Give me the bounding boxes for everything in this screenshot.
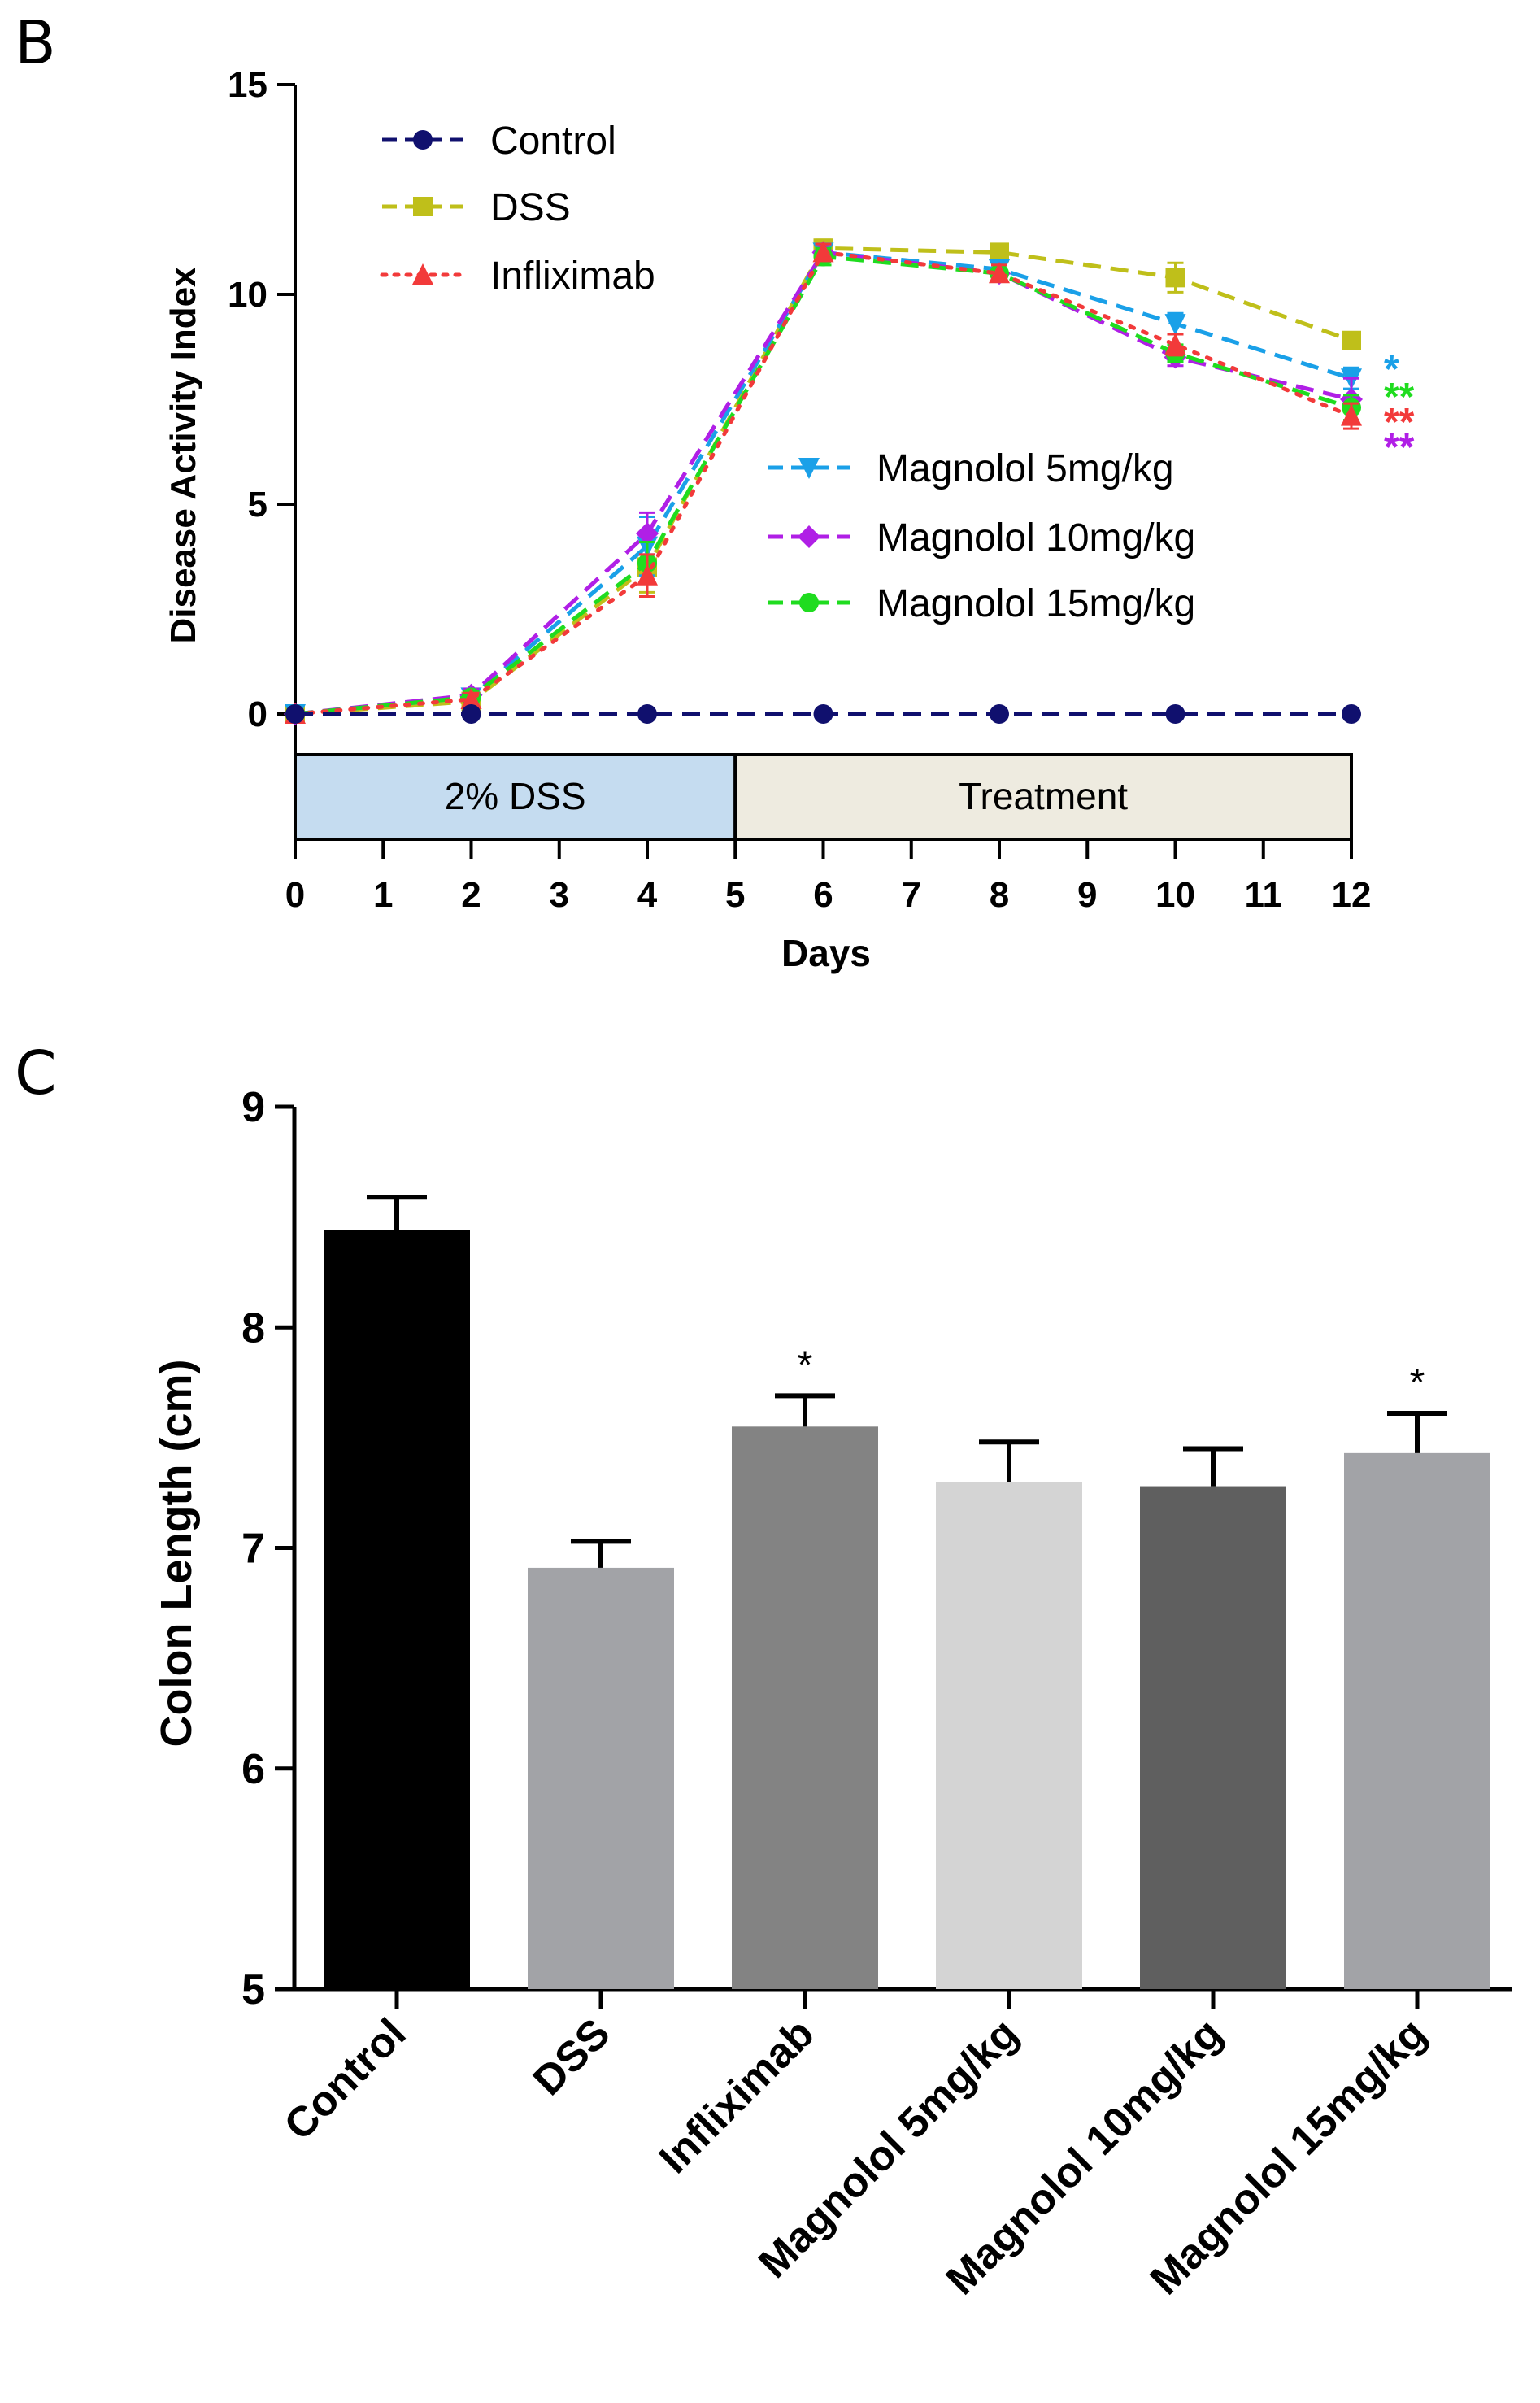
legend-label: Infliximab (490, 255, 655, 298)
series-line (294, 254, 1352, 716)
x-tick-label-b: 5 (725, 875, 745, 915)
data-point (637, 564, 658, 586)
y-tick-label-c: 8 (241, 1304, 265, 1352)
data-point (636, 522, 659, 546)
y-tick-label-b: 0 (248, 694, 268, 734)
legend-marker (413, 130, 433, 150)
legend-marker (798, 525, 820, 548)
legend-marker (413, 197, 433, 216)
phase-label: 2% DSS (445, 775, 586, 817)
legend-marker (798, 458, 820, 479)
series-dss (285, 238, 1361, 724)
series-line (293, 250, 1354, 716)
phase-box (294, 753, 737, 841)
data-point (989, 262, 1010, 284)
y-axis-title-b: Disease Activity Index (163, 267, 203, 644)
x-tick-label-b: 6 (813, 875, 833, 915)
bar (324, 1230, 470, 1989)
legend-label: Control (490, 120, 616, 163)
x-tick-label-b: 8 (990, 875, 1009, 915)
y-tick-label-c: 9 (241, 1084, 265, 1131)
series-line (294, 246, 1352, 716)
data-point (1341, 404, 1362, 426)
x-tick-label-b: 2 (461, 875, 481, 915)
bar (528, 1567, 674, 1989)
significance-mark: * (1410, 1361, 1425, 1404)
bar (732, 1426, 878, 1989)
data-point (285, 704, 305, 724)
y-tick-label-b: 15 (228, 65, 268, 105)
x-tick-label-b: 1 (373, 875, 393, 915)
bar (936, 1482, 1082, 1989)
x-tick-label-b: 3 (550, 875, 569, 915)
phase-label: Treatment (959, 775, 1128, 817)
legend-item: Magnolol 10mg/kg (768, 516, 1195, 559)
series-infliximab (285, 241, 1362, 724)
data-point (1342, 330, 1361, 350)
data-point (460, 687, 482, 709)
data-point (990, 704, 1009, 724)
data-point (1342, 704, 1361, 724)
significance-mark: * (798, 1343, 813, 1387)
legend-item: DSS (382, 186, 571, 229)
legend-item: Magnolol 15mg/kg (768, 582, 1195, 625)
category-label: Control (276, 2009, 415, 2149)
x-tick-label-b: 12 (1332, 875, 1372, 915)
legend-item: Infliximab (380, 255, 655, 298)
significance-mark: ** (1384, 376, 1415, 419)
bar (1140, 1486, 1286, 1989)
series-line (294, 250, 1352, 716)
data-point (637, 704, 657, 724)
data-point (1165, 704, 1185, 724)
x-axis-title-b: Days (781, 932, 871, 974)
y-axis-title-c: Colon Length (cm) (152, 1360, 201, 1748)
data-point (990, 242, 1009, 263)
x-tick-label-b: 7 (902, 875, 921, 915)
data-point (461, 704, 481, 724)
series-line (294, 250, 1352, 716)
legend-marker (412, 263, 433, 285)
panel-label-c: C (15, 1038, 57, 1108)
phase-box (733, 753, 1353, 841)
y-tick-label-b: 10 (228, 275, 268, 315)
panel-label-b: B (15, 8, 56, 78)
data-point (813, 704, 833, 724)
legend-item: Magnolol 5mg/kg (768, 447, 1174, 490)
x-tick-label-b: 11 (1244, 875, 1282, 915)
legend-marker (799, 593, 819, 612)
significance-mark: ** (1384, 401, 1415, 444)
category-label: DSS (524, 2009, 620, 2105)
data-point (1164, 314, 1186, 336)
significance-mark: * (1384, 348, 1399, 391)
legend-label: Magnolol 5mg/kg (877, 447, 1174, 490)
legend-label: Magnolol 10mg/kg (877, 516, 1195, 559)
legend-label: DSS (490, 186, 571, 229)
x-tick-label-b: 10 (1155, 875, 1195, 915)
x-tick-label-b: 0 (285, 875, 305, 915)
data-point (1165, 268, 1185, 288)
y-tick-label-c: 5 (241, 1966, 265, 2013)
series-magnolol-10mg-kg (284, 241, 1363, 725)
y-tick-label-b: 5 (248, 485, 268, 525)
series-magnolol-5mg-kg (285, 242, 1362, 725)
data-point (812, 241, 834, 263)
legend-item: Control (382, 120, 616, 163)
x-tick-label-b: 4 (637, 875, 658, 915)
y-tick-label-c: 6 (241, 1746, 265, 1793)
x-tick-label-b: 9 (1077, 875, 1097, 915)
series-control (285, 704, 1361, 724)
colon-length-bar-chart: Colon Length (cm) 5 6 7 8 9 Control DSS * Inflix… (152, 1084, 1512, 2304)
data-point (1164, 333, 1186, 355)
bar (1344, 1452, 1490, 1989)
series-magnolol-15mg-kg (285, 246, 1361, 724)
significance-mark: ** (1384, 426, 1415, 469)
y-tick-label-c: 7 (241, 1526, 265, 1573)
category-label: Infliximab (650, 2009, 824, 2183)
legend-label: Magnolol 15mg/kg (877, 582, 1195, 625)
